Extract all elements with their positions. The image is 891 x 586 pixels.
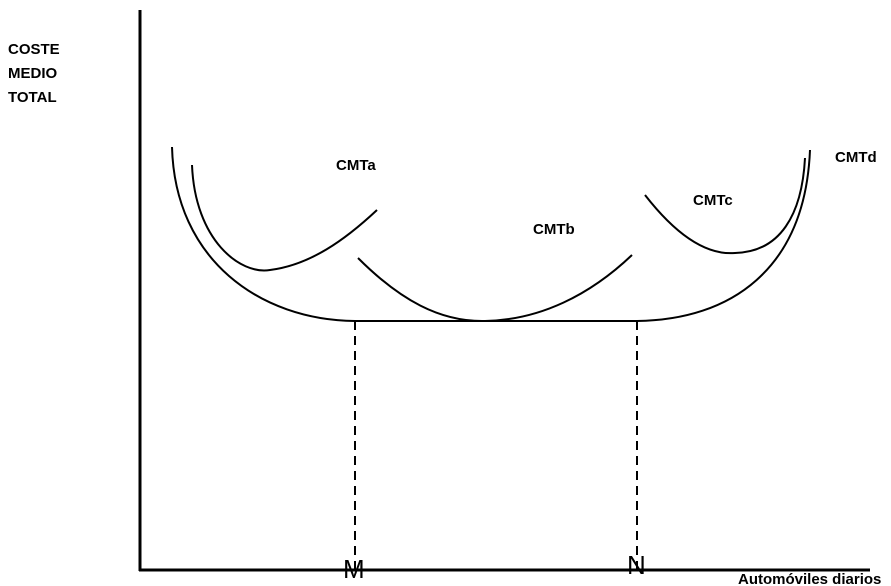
- y-axis-label: MEDIO: [8, 65, 58, 82]
- y-axis-label: TOTAL: [8, 89, 57, 106]
- curve-label: CMTd: [835, 149, 877, 166]
- curve-label: CMTb: [533, 221, 575, 238]
- cost-curve: [357, 254, 633, 323]
- point-label: M: [343, 554, 365, 584]
- curve-label: CMTa: [336, 157, 376, 174]
- x-axis-label: Automóviles diarios: [738, 571, 881, 586]
- curve-label: CMTc: [693, 192, 733, 209]
- cost-curve: [191, 164, 378, 272]
- y-axis-label: COSTE: [8, 41, 60, 58]
- envelope-curve: [171, 146, 811, 322]
- cost-curve: [644, 157, 806, 255]
